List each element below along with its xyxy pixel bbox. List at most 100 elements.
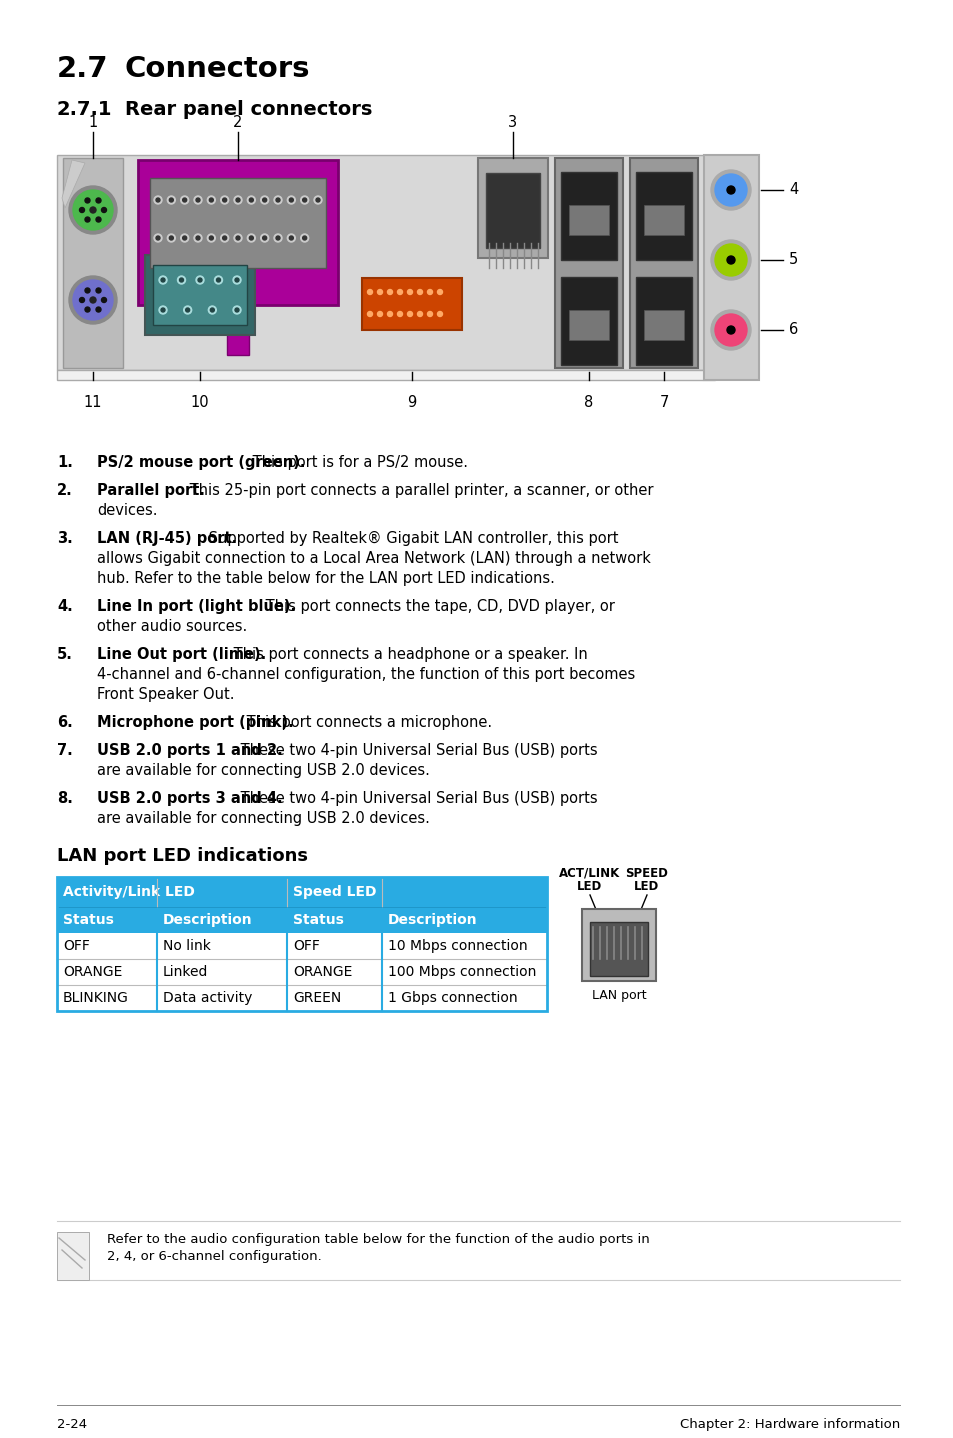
Circle shape — [222, 198, 227, 201]
FancyBboxPatch shape — [57, 985, 546, 1011]
Text: 10: 10 — [191, 395, 209, 410]
Circle shape — [710, 170, 750, 210]
Text: devices.: devices. — [97, 503, 157, 518]
Text: This port connects a microphone.: This port connects a microphone. — [242, 715, 492, 731]
Circle shape — [234, 308, 239, 312]
Circle shape — [167, 196, 175, 204]
Circle shape — [397, 312, 402, 316]
Circle shape — [69, 276, 117, 324]
Circle shape — [101, 298, 107, 302]
Circle shape — [287, 234, 295, 242]
Circle shape — [289, 236, 293, 240]
Circle shape — [184, 306, 192, 313]
Text: 3.: 3. — [57, 531, 72, 546]
Text: 1 Gbps connection: 1 Gbps connection — [388, 991, 517, 1005]
Circle shape — [73, 190, 112, 230]
Text: Status: Status — [63, 913, 113, 928]
Circle shape — [233, 196, 242, 204]
Text: This 25-pin port connects a parallel printer, a scanner, or other: This 25-pin port connects a parallel pri… — [185, 483, 653, 498]
Circle shape — [249, 236, 253, 240]
Circle shape — [274, 196, 282, 204]
Circle shape — [274, 234, 282, 242]
Circle shape — [90, 298, 96, 303]
Circle shape — [216, 278, 220, 282]
FancyBboxPatch shape — [643, 206, 683, 234]
Text: Supported by Realtek® Gigabit LAN controller, this port: Supported by Realtek® Gigabit LAN contro… — [204, 531, 618, 546]
Text: 1.: 1. — [57, 454, 72, 470]
Text: OFF: OFF — [63, 939, 90, 953]
Circle shape — [417, 312, 422, 316]
FancyBboxPatch shape — [629, 158, 698, 368]
FancyBboxPatch shape — [477, 158, 547, 257]
Text: SPEED: SPEED — [625, 867, 668, 880]
Text: Rear panel connectors: Rear panel connectors — [125, 101, 372, 119]
Circle shape — [161, 308, 165, 312]
FancyBboxPatch shape — [227, 305, 249, 355]
Circle shape — [85, 198, 90, 203]
Circle shape — [714, 244, 746, 276]
Circle shape — [234, 278, 239, 282]
Text: OFF: OFF — [293, 939, 319, 953]
Circle shape — [260, 234, 269, 242]
Text: 1: 1 — [89, 115, 97, 129]
Circle shape — [302, 236, 306, 240]
Circle shape — [182, 198, 187, 201]
Text: Parallel port.: Parallel port. — [97, 483, 205, 498]
Circle shape — [233, 276, 241, 283]
Circle shape — [153, 234, 162, 242]
FancyBboxPatch shape — [560, 173, 617, 260]
Circle shape — [96, 288, 101, 293]
FancyBboxPatch shape — [485, 173, 539, 247]
Text: Front Speaker Out.: Front Speaker Out. — [97, 687, 234, 702]
Text: are available for connecting USB 2.0 devices.: are available for connecting USB 2.0 dev… — [97, 764, 430, 778]
FancyBboxPatch shape — [643, 311, 683, 339]
Circle shape — [437, 312, 442, 316]
Text: Refer to the audio configuration table below for the function of the audio ports: Refer to the audio configuration table b… — [107, 1232, 649, 1245]
Text: Status: Status — [293, 913, 343, 928]
Text: LED: LED — [634, 880, 659, 893]
Circle shape — [302, 198, 306, 201]
Circle shape — [73, 280, 112, 321]
Text: 100 Mbps connection: 100 Mbps connection — [388, 965, 536, 979]
Circle shape — [247, 234, 255, 242]
Circle shape — [427, 312, 432, 316]
Circle shape — [710, 311, 750, 349]
Text: Speed LED: Speed LED — [293, 884, 376, 899]
Text: 5.: 5. — [57, 647, 72, 661]
Text: Line In port (light blue).: Line In port (light blue). — [97, 600, 295, 614]
Circle shape — [262, 236, 267, 240]
FancyBboxPatch shape — [560, 278, 617, 365]
Text: 4.: 4. — [57, 600, 72, 614]
FancyBboxPatch shape — [57, 877, 546, 907]
Text: 11: 11 — [84, 395, 102, 410]
Circle shape — [367, 289, 372, 295]
Text: ACT/LINK: ACT/LINK — [558, 867, 620, 880]
Circle shape — [159, 276, 167, 283]
Circle shape — [209, 198, 213, 201]
Circle shape — [195, 198, 200, 201]
Text: 2.7: 2.7 — [57, 55, 109, 83]
Circle shape — [260, 196, 269, 204]
Circle shape — [161, 278, 165, 282]
Circle shape — [90, 207, 96, 213]
Circle shape — [210, 308, 214, 312]
Text: 7.: 7. — [57, 743, 72, 758]
Circle shape — [222, 236, 227, 240]
Text: Linked: Linked — [163, 965, 208, 979]
Circle shape — [377, 312, 382, 316]
Text: USB 2.0 ports 1 and 2.: USB 2.0 ports 1 and 2. — [97, 743, 282, 758]
Text: GREEN: GREEN — [293, 991, 341, 1005]
Circle shape — [193, 234, 202, 242]
FancyBboxPatch shape — [145, 255, 254, 335]
FancyBboxPatch shape — [57, 933, 546, 959]
FancyBboxPatch shape — [568, 311, 608, 339]
Circle shape — [220, 234, 229, 242]
Text: Activity/Link LED: Activity/Link LED — [63, 884, 194, 899]
Circle shape — [177, 276, 185, 283]
Text: LAN port LED indications: LAN port LED indications — [57, 847, 308, 866]
Circle shape — [714, 174, 746, 206]
Text: Line Out port (lime).: Line Out port (lime). — [97, 647, 266, 661]
Text: Description: Description — [388, 913, 477, 928]
FancyBboxPatch shape — [589, 922, 647, 976]
FancyBboxPatch shape — [150, 178, 326, 267]
